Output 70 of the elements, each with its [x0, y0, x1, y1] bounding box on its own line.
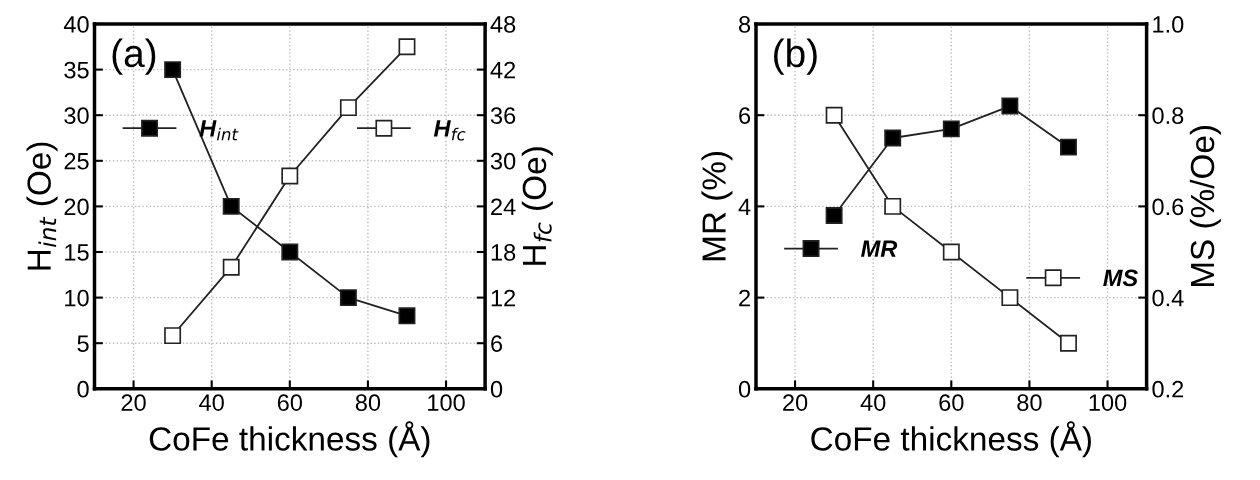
point — [164, 61, 182, 79]
point — [398, 38, 416, 56]
y-tick-label: 6 — [739, 107, 751, 124]
y-tick-label: 40 — [63, 16, 89, 33]
x-tick-label: 60 — [939, 394, 964, 411]
y2-tick-label: 1.0 — [1153, 16, 1184, 33]
y-tick-label: 25 — [64, 152, 89, 170]
y-tick-label: 15 — [65, 244, 89, 261]
point — [1060, 334, 1077, 352]
y2-tick-label: 0.8 — [1152, 107, 1184, 124]
y2-tick-label: 0.2 — [1152, 380, 1184, 398]
y-tick-label: 4 — [738, 198, 751, 215]
y2-tick-label: 18 — [491, 244, 516, 261]
x-axis-title: CoFe thickness (Å) — [811, 421, 1091, 458]
y-tick-label: 0 — [77, 380, 89, 398]
x-tick-label: 80 — [1017, 394, 1042, 411]
x-axis-title: CoFe thickness (Å) — [149, 421, 430, 458]
legend-label: MS — [1103, 269, 1138, 287]
point — [942, 120, 960, 138]
x-tick-label: 20 — [783, 394, 808, 411]
y2-tick-label: 42 — [490, 61, 516, 79]
y2-tick-label: 36 — [490, 107, 516, 124]
y-tick-label: 0 — [738, 380, 751, 398]
x-tick-label: 60 — [277, 394, 303, 411]
y2-tick-label: 0.4 — [1152, 289, 1184, 307]
point — [281, 243, 299, 261]
point — [339, 99, 357, 117]
y2-axis-title: H$_{fc}$ (Oe) — [521, 147, 553, 265]
x-tick-label: 40 — [199, 394, 224, 411]
y2-tick-label: 0 — [490, 380, 503, 398]
y-tick-label: 5 — [77, 335, 89, 352]
point — [942, 243, 960, 261]
y-tick-label: 20 — [64, 198, 89, 216]
point — [1001, 97, 1019, 115]
point — [222, 197, 240, 215]
y2-tick-label: 30 — [490, 152, 516, 170]
point — [825, 207, 843, 224]
x-tick-label: 100 — [1089, 394, 1127, 411]
point — [398, 307, 416, 325]
y-tick-label: 10 — [65, 289, 89, 307]
y-tick-label: 2 — [739, 289, 750, 307]
legend-label: H$_{fc}$ — [433, 120, 466, 141]
y-axis-title: H$_{int}$ (Oe) — [26, 142, 58, 270]
annotation: (b) — [774, 38, 817, 75]
y-tick-label: 8 — [739, 16, 751, 33]
x-tick-label: 20 — [121, 394, 146, 411]
x-tick-label: 100 — [428, 394, 465, 411]
point — [164, 327, 182, 345]
point — [339, 289, 357, 307]
point — [1060, 138, 1077, 156]
y2-tick-label: 48 — [490, 16, 516, 33]
y2-axis-title: MS (%/Oe) — [1189, 126, 1221, 287]
point — [884, 129, 902, 147]
point — [222, 258, 240, 276]
y2-tick-label: 0.6 — [1152, 198, 1184, 216]
y2-tick-label: 6 — [491, 335, 503, 352]
legend-label: MR — [861, 240, 898, 257]
x-tick-label: 80 — [355, 394, 381, 411]
legend-label: H$_{int}$ — [199, 120, 239, 141]
x-tick-label: 40 — [860, 394, 886, 411]
point — [884, 197, 902, 215]
point — [825, 106, 843, 124]
point — [281, 167, 299, 185]
y2-tick-label: 12 — [491, 289, 516, 307]
y-axis-title: MR (%) — [701, 152, 733, 261]
point — [1001, 289, 1019, 307]
annotation: (a) — [112, 38, 156, 75]
y-tick-label: 35 — [64, 61, 89, 79]
y-tick-label: 30 — [64, 107, 89, 124]
y2-tick-label: 24 — [491, 198, 516, 215]
